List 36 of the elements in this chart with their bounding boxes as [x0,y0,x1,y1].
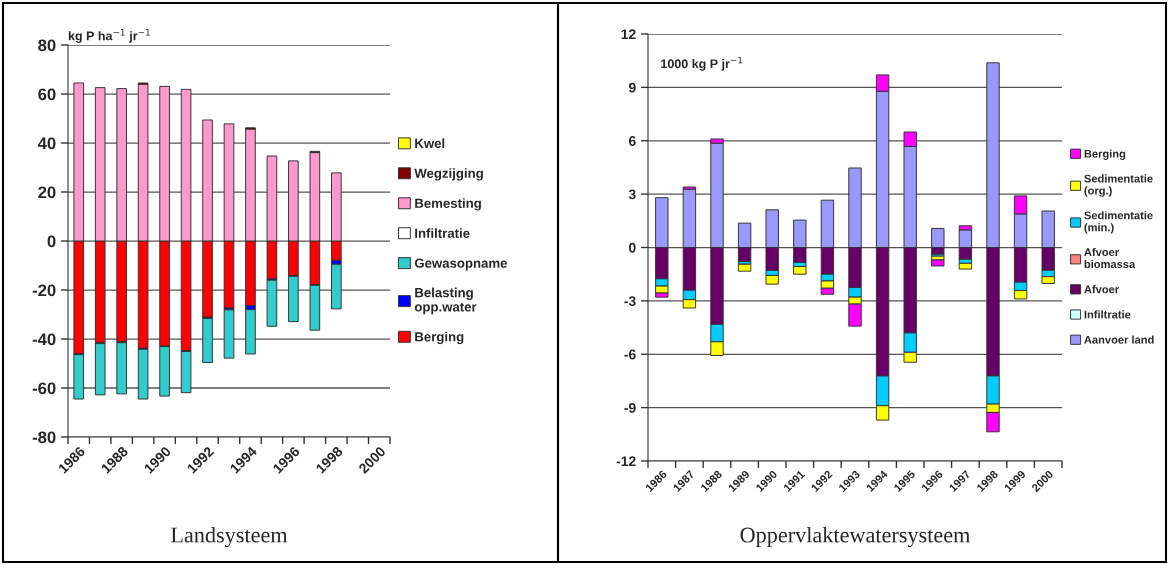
legend-label: Gewasopname [414,258,508,271]
y-tick-label: -20 [32,284,56,297]
y-tick-label: -6 [624,349,636,360]
y-tick-label: 80 [38,39,56,52]
y-tick-label: 12 [621,29,636,40]
legend-label: Sedimentatie (org.) [1084,174,1153,197]
y-tick-label: -80 [32,431,56,444]
y-tick-label: -40 [32,333,56,346]
y-tick-label: 9 [628,82,636,93]
legend-label: Infiltratie [415,228,470,238]
legend-label: Sedimentatie (min.) [1084,211,1153,234]
y-tick-label: 6 [628,136,636,146]
y-axis-title: 1000 kg P jr$^{−1}$ [661,56,743,71]
y-tick-label: 60 [38,88,56,101]
legend-label: Belasting opp.water [414,287,477,315]
y-tick-label: -60 [32,382,56,395]
text: Landsysteem [171,526,288,548]
legend-label: Bemesting [415,198,481,211]
legend-label: Afvoer [1084,285,1119,294]
y-tick-label: 40 [37,137,56,150]
y-tick-label: 0 [629,242,636,253]
y-tick-label: 3 [628,189,636,200]
legend-label: Afvoer biomassa [1084,247,1136,269]
legend-label: Berging [1084,149,1126,160]
y-tick-label: -3 [624,296,636,307]
legend-label: Berging [415,331,464,345]
y-tick-label: -12 [616,456,636,467]
legend-label: Kwel [415,138,445,149]
text: Oppervlaktewatersysteem [740,526,971,548]
legend-label: Aanvoer land [1084,335,1154,344]
y-axis-title: kg P ha$^{−1}$ jr$^{−1}$ [68,29,150,43]
y-tick-label: -9 [624,402,636,413]
y-tick-label: 0 [47,235,56,248]
legend-label: Wegzijging [414,168,483,181]
y-tick-label: 20 [38,186,56,199]
legend-label: Infiltratie [1084,310,1131,319]
